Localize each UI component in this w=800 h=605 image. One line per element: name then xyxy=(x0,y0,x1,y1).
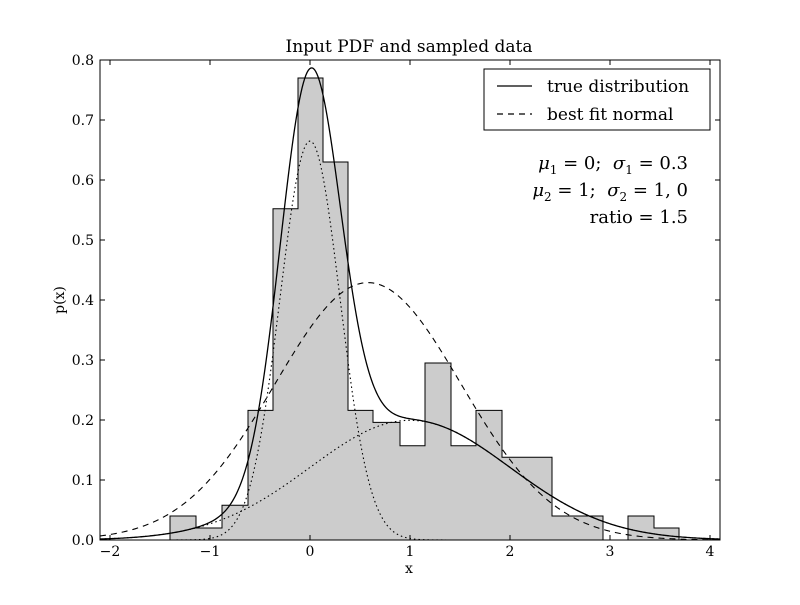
y-tick-label: 0.2 xyxy=(72,413,94,429)
histogram-bar xyxy=(502,457,552,540)
mu-subscript: 1 xyxy=(550,163,558,177)
mu-symbol: μ xyxy=(532,180,544,201)
y-tick-label: 0.4 xyxy=(72,293,94,309)
true-distribution-curve xyxy=(99,67,721,540)
histogram-bar xyxy=(348,410,373,540)
x-tick-label: 0 xyxy=(306,544,315,560)
sigma-subscript: 2 xyxy=(619,190,627,204)
y-tick-label: 0.3 xyxy=(72,353,94,369)
sigma-subscript: 1 xyxy=(625,163,633,177)
x-tick-label: 4 xyxy=(706,544,715,560)
ticks-layer: −2 −1 0 1 2 3 4 0.0 0.1 0.2 0.3 0.4 0.5 0.6 0.7 0.8 xyxy=(72,53,720,560)
x-tick-label: −1 xyxy=(200,544,221,560)
chart-title: Input PDF and sampled data xyxy=(286,37,533,57)
x-tick-label: 2 xyxy=(506,544,515,560)
component-curve-2 xyxy=(99,419,721,540)
sigma-value: = 1, 0 xyxy=(627,180,688,201)
annotation-line-2: μ2 = 1; σ2 = 1, 0 xyxy=(532,180,688,204)
sigma-symbol: σ xyxy=(607,180,620,201)
histogram-bar xyxy=(373,422,400,540)
histogram-bar xyxy=(425,363,451,540)
histogram-bar xyxy=(400,445,425,540)
y-tick-label: 0.6 xyxy=(72,173,94,189)
histogram-layer xyxy=(169,77,680,541)
histogram-outline xyxy=(169,77,680,541)
y-tick-label: 0.7 xyxy=(72,113,94,129)
y-axis-label: p(x) xyxy=(52,286,68,314)
parameter-annotation: μ1 = 0; σ1 = 0.3 μ2 = 1; σ2 = 1, 0 ratio… xyxy=(532,153,688,228)
y-tick-label: 0.8 xyxy=(72,53,94,69)
histogram-bar xyxy=(170,516,196,540)
histogram-bar xyxy=(654,528,679,540)
y-tick-label: 0.5 xyxy=(72,233,94,249)
histogram-bar xyxy=(273,208,298,541)
x-axis-label: x xyxy=(405,561,413,577)
histogram-bar xyxy=(323,162,348,540)
annotation-line-3: ratio = 1.5 xyxy=(590,207,688,228)
best-fit-normal-curve xyxy=(99,282,721,541)
legend-label-best-fit-normal: best fit normal xyxy=(547,105,673,125)
annotation-line-1: μ1 = 0; σ1 = 0.3 xyxy=(538,153,688,177)
y-tick-label: 0.0 xyxy=(72,533,94,549)
sigma-symbol: σ xyxy=(613,153,626,174)
histogram-bar xyxy=(298,78,323,540)
x-tick-label: −2 xyxy=(100,544,121,560)
sigma-value: = 0.3 xyxy=(633,153,688,174)
mu-value: = 1; xyxy=(552,180,608,201)
histogram-bar xyxy=(196,528,222,540)
x-tick-label: 3 xyxy=(606,544,615,560)
mu-subscript: 2 xyxy=(544,190,552,204)
histogram-bar xyxy=(476,410,502,540)
y-tick-label: 0.1 xyxy=(72,473,94,489)
x-tick-label: 1 xyxy=(406,544,415,560)
legend: true distribution best fit normal xyxy=(483,68,711,131)
legend-box xyxy=(483,68,711,131)
mu-value: = 0; xyxy=(557,153,613,174)
histogram-bar xyxy=(248,410,273,540)
legend-label-true-distribution: true distribution xyxy=(547,77,689,97)
mu-symbol: μ xyxy=(538,153,550,174)
histogram-bar xyxy=(451,445,476,540)
